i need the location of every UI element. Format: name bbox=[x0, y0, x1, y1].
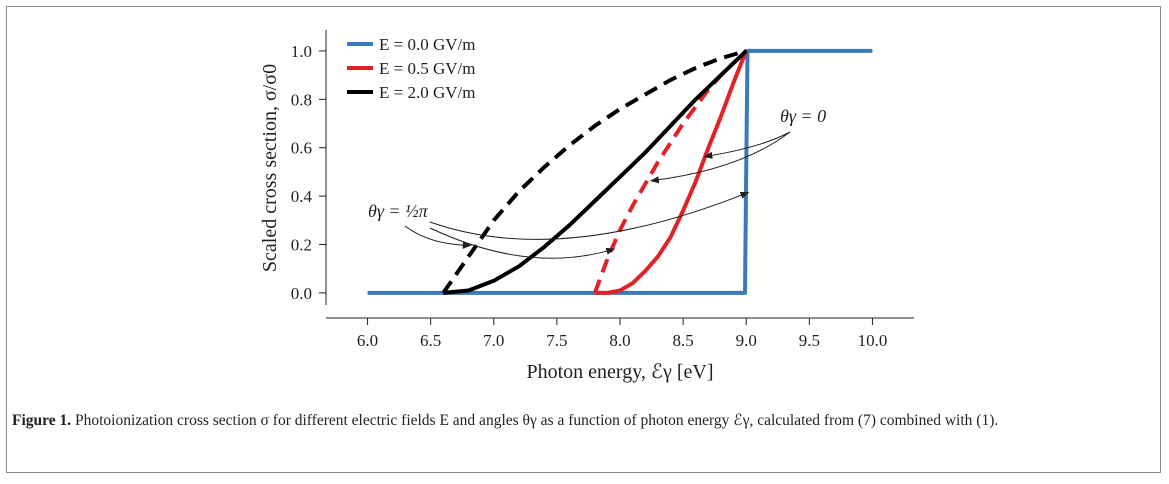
caption-label: Figure 1. bbox=[12, 412, 72, 429]
x-tick-label: 6.5 bbox=[420, 331, 441, 350]
x-tick-label: 10.0 bbox=[858, 331, 888, 350]
x-tick-label: 8.0 bbox=[609, 331, 630, 350]
caption-text: Photoionization cross section σ for diff… bbox=[71, 412, 999, 429]
y-tick-group: 0.0 0.2 0.4 0.6 0.8 1.0 bbox=[291, 42, 326, 303]
series-line-0-solid bbox=[367, 48, 873, 295]
y-tick-label: 0.2 bbox=[291, 236, 312, 255]
annotation-layer: θγ = 0 θγ = ½π bbox=[368, 106, 826, 259]
series-line-4-dashed bbox=[441, 48, 747, 295]
chart: 6.0 6.5 7.0 7.5 8.0 8.5 9.0 9.5 10.0 0.00.20.40.… bbox=[259, 30, 914, 383]
series-layer bbox=[367, 48, 873, 295]
annotation-arrow bbox=[429, 191, 750, 240]
series-line-1-solid bbox=[594, 50, 749, 295]
legend-label: E = 2.0 GV/m bbox=[379, 83, 475, 102]
x-tick-label: 7.0 bbox=[483, 331, 504, 350]
legend-label: E = 0.5 GV/m bbox=[379, 59, 475, 78]
series-line-3-solid bbox=[443, 49, 748, 295]
y-axis-label: Scaled cross section, σ/σ0 bbox=[259, 64, 281, 272]
figure-caption: Figure 1. Photoionization cross section … bbox=[12, 410, 1152, 432]
annotation-arrow bbox=[703, 131, 791, 159]
x-tick-label: 9.5 bbox=[799, 331, 820, 350]
figure-frame bbox=[6, 6, 1161, 473]
y-tick-label: 1.0 bbox=[291, 42, 312, 61]
annotation-theta-zero: θγ = 0 bbox=[780, 106, 826, 126]
x-tick-label: 7.5 bbox=[546, 331, 567, 350]
annotation-arrow bbox=[429, 227, 616, 259]
legend-label: E = 0.0 GV/m bbox=[379, 35, 475, 54]
series-line-2-dashed bbox=[592, 49, 748, 294]
annotation-arrow bbox=[649, 131, 791, 184]
annotation-theta-half-pi: θγ = ½π bbox=[368, 201, 429, 221]
x-tick-label: 6.0 bbox=[357, 331, 378, 350]
x-axis-label: Photon energy, ℰγ [eV] bbox=[526, 361, 713, 383]
y-tick-label: 0.6 bbox=[291, 139, 312, 158]
y-tick-label: 0.0 bbox=[291, 284, 312, 303]
x-tick-group: 6.0 6.5 7.0 7.5 8.0 8.5 9.0 9.5 10.0 bbox=[357, 318, 887, 350]
y-tick-label: 0.4 bbox=[291, 187, 313, 206]
x-tick-label: 8.5 bbox=[672, 331, 693, 350]
annotation-arrow bbox=[404, 225, 472, 249]
y-tick-label: 0.8 bbox=[291, 90, 312, 109]
legend: E = 0.0 GV/m E = 0.5 GV/m E = 2.0 GV/m bbox=[347, 35, 475, 102]
x-tick-label: 9.0 bbox=[736, 331, 757, 350]
